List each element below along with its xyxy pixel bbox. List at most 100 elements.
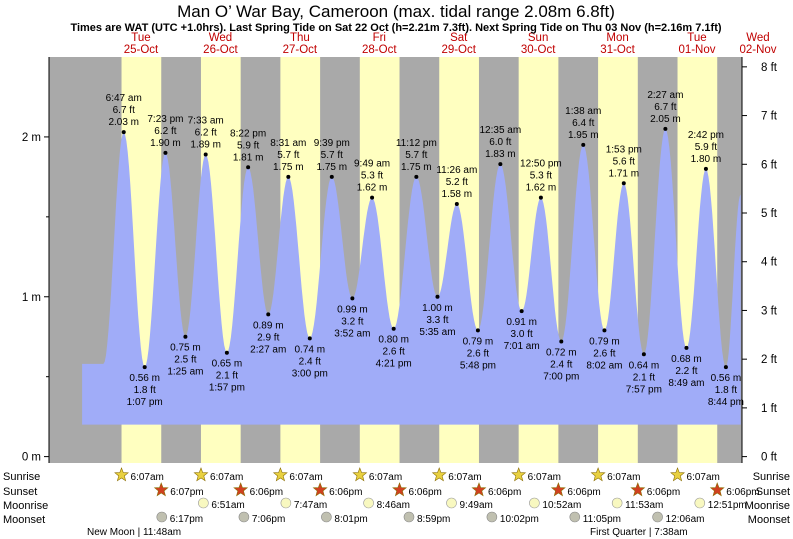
day-date-8: 02-Nov: [739, 44, 776, 56]
high-tide-m-0: 2.03 m: [108, 117, 139, 128]
low-tide-m-29: 0.56 m: [711, 373, 742, 384]
high-tide-m-16: 1.58 m: [442, 189, 473, 200]
row-label-sunrise-left: Sunrise: [3, 471, 40, 483]
low-tide-ft-13: 2.6 ft: [383, 347, 405, 358]
tide-point-19: [519, 309, 524, 314]
low-tide-time-17: 5:48 pm: [460, 360, 496, 371]
sunrise-icon: [352, 467, 368, 482]
high-tide-ft-16: 5.2 ft: [446, 177, 468, 188]
high-tide-m-12: 1.62 m: [357, 183, 388, 194]
astro-footer: Sunrise Sunset Moonrise Moonset Sunrise …: [3, 467, 790, 538]
high-tide-time-22: 1:38 am: [565, 106, 601, 117]
tide-point-5: [224, 350, 229, 355]
right-tick-label-0: 0 ft: [761, 452, 778, 464]
tide-point-21: [559, 339, 564, 344]
moonrise-icon: [694, 497, 706, 509]
low-tide-m-11: 0.99 m: [337, 304, 368, 315]
moonrise-icon: [280, 497, 292, 509]
tide-point-15: [435, 294, 440, 299]
tide-point-17: [475, 328, 480, 333]
row-label-sunset-right: Sunset: [756, 486, 790, 498]
sunset-time-1: 6:06pm: [250, 487, 283, 498]
right-tick-label-5: 5 ft: [761, 208, 778, 220]
low-tide-time-1: 1:07 pm: [127, 397, 163, 408]
low-tide-m-25: 0.64 m: [629, 360, 660, 371]
low-tide-ft-21: 2.4 ft: [550, 360, 572, 371]
tide-point-6: [246, 165, 251, 170]
row-label-sunset-left: Sunset: [3, 486, 37, 498]
moonrise-time-4: 10:52am: [542, 500, 581, 511]
sunrise-icon: [114, 467, 130, 482]
sunset-icon: [471, 482, 487, 497]
low-tide-ft-5: 2.1 ft: [216, 371, 238, 382]
day-date-7: 01-Nov: [678, 44, 715, 56]
tide-point-25: [641, 352, 646, 357]
low-tide-m-27: 0.68 m: [671, 354, 702, 365]
high-tide-time-10: 9:39 pm: [314, 138, 350, 149]
high-tide-m-28: 1.80 m: [691, 154, 722, 165]
day-date-4: 29-Oct: [441, 44, 476, 56]
low-tide-time-7: 2:27 am: [250, 344, 286, 355]
high-tide-ft-2: 6.2 ft: [154, 126, 176, 137]
day-date-2: 27-Oct: [283, 44, 318, 56]
moonrise-icon: [198, 497, 209, 509]
low-tide-time-27: 8:49 am: [668, 378, 704, 389]
day-name-8: Wed: [746, 32, 769, 44]
high-tide-m-14: 1.75 m: [401, 162, 432, 173]
sunrise-time-3: 6:07am: [369, 472, 402, 483]
moonset-time-0: 6:17pm: [170, 514, 203, 525]
high-tide-time-16: 11:26 am: [436, 165, 477, 176]
sunset-icon: [312, 482, 328, 497]
moonset-icon: [321, 511, 332, 523]
right-tick-label-3: 3 ft: [761, 305, 778, 317]
moonrise-time-0: 6:51am: [211, 500, 244, 511]
low-tide-time-11: 3:52 am: [334, 328, 370, 339]
tide-point-14: [414, 174, 419, 179]
high-tide-ft-6: 5.9 ft: [237, 140, 259, 151]
tide-point-27: [684, 345, 689, 350]
tide-point-22: [581, 142, 586, 147]
sunrise-icon: [511, 467, 527, 482]
day-name-7: Tue: [687, 32, 706, 44]
sunset-time-4: 6:06pm: [488, 487, 521, 498]
tide-point-10: [329, 174, 334, 179]
row-label-moonset-left: Moonset: [3, 514, 45, 526]
high-tide-time-2: 7:23 pm: [147, 114, 183, 125]
high-tide-m-22: 1.95 m: [568, 130, 599, 141]
row-label-moonset-right: Moonset: [748, 514, 790, 526]
moonrise-time-1: 7:47am: [294, 500, 327, 511]
high-tide-m-4: 1.89 m: [190, 140, 221, 151]
sunrise-icon: [193, 467, 209, 482]
low-tide-ft-29: 1.8 ft: [715, 385, 737, 396]
day-date-0: 25-Oct: [124, 44, 159, 56]
sunset-time-2: 6:06pm: [329, 487, 362, 498]
high-tide-m-20: 1.62 m: [526, 183, 557, 194]
tide-point-26: [663, 126, 668, 131]
right-ticks: 0 ft 1 ft 2 ft 3 ft 4 ft 5 ft 6 ft 7 ft 8 ft: [742, 62, 778, 464]
right-tick-label-1: 1 ft: [761, 403, 778, 415]
tide-area: [82, 128, 741, 425]
low-tide-time-25: 7:57 pm: [626, 384, 662, 395]
sunset-time-3: 6:06pm: [409, 487, 442, 498]
moonset-icon: [652, 511, 663, 523]
low-tide-time-3: 1:25 am: [167, 367, 203, 378]
day-headers: Tue25-OctWed26-OctThu27-OctFri28-OctSat2…: [124, 32, 777, 56]
high-tide-time-4: 7:33 am: [188, 116, 224, 127]
high-tide-m-10: 1.75 m: [317, 162, 348, 173]
low-tide-m-1: 0.56 m: [129, 373, 160, 384]
moon-phase-first-quarter: First Quarter | 7:38am: [590, 527, 688, 538]
low-tide-m-21: 0.72 m: [546, 348, 577, 359]
low-tide-m-9: 0.74 m: [294, 344, 325, 355]
moonrise-time-6: 12:51pm: [708, 500, 747, 511]
row-label-moonrise-left: Moonrise: [3, 500, 48, 512]
day-name-4: Sat: [450, 32, 468, 44]
right-tick-label-2: 2 ft: [761, 354, 778, 366]
high-tide-m-24: 1.71 m: [609, 168, 640, 179]
low-tide-ft-11: 3.2 ft: [341, 316, 363, 327]
footer-events: 6:07am 6:07am 6:07am 6:07am 6:07am 6:07am 6:07…: [114, 467, 760, 525]
tide-point-24: [621, 181, 626, 186]
sunset-time-5: 6:06pm: [567, 487, 600, 498]
moonset-time-3: 8:59pm: [417, 514, 450, 525]
sunset-time-6: 6:06pm: [647, 487, 680, 498]
low-tide-m-19: 0.91 m: [506, 317, 537, 328]
